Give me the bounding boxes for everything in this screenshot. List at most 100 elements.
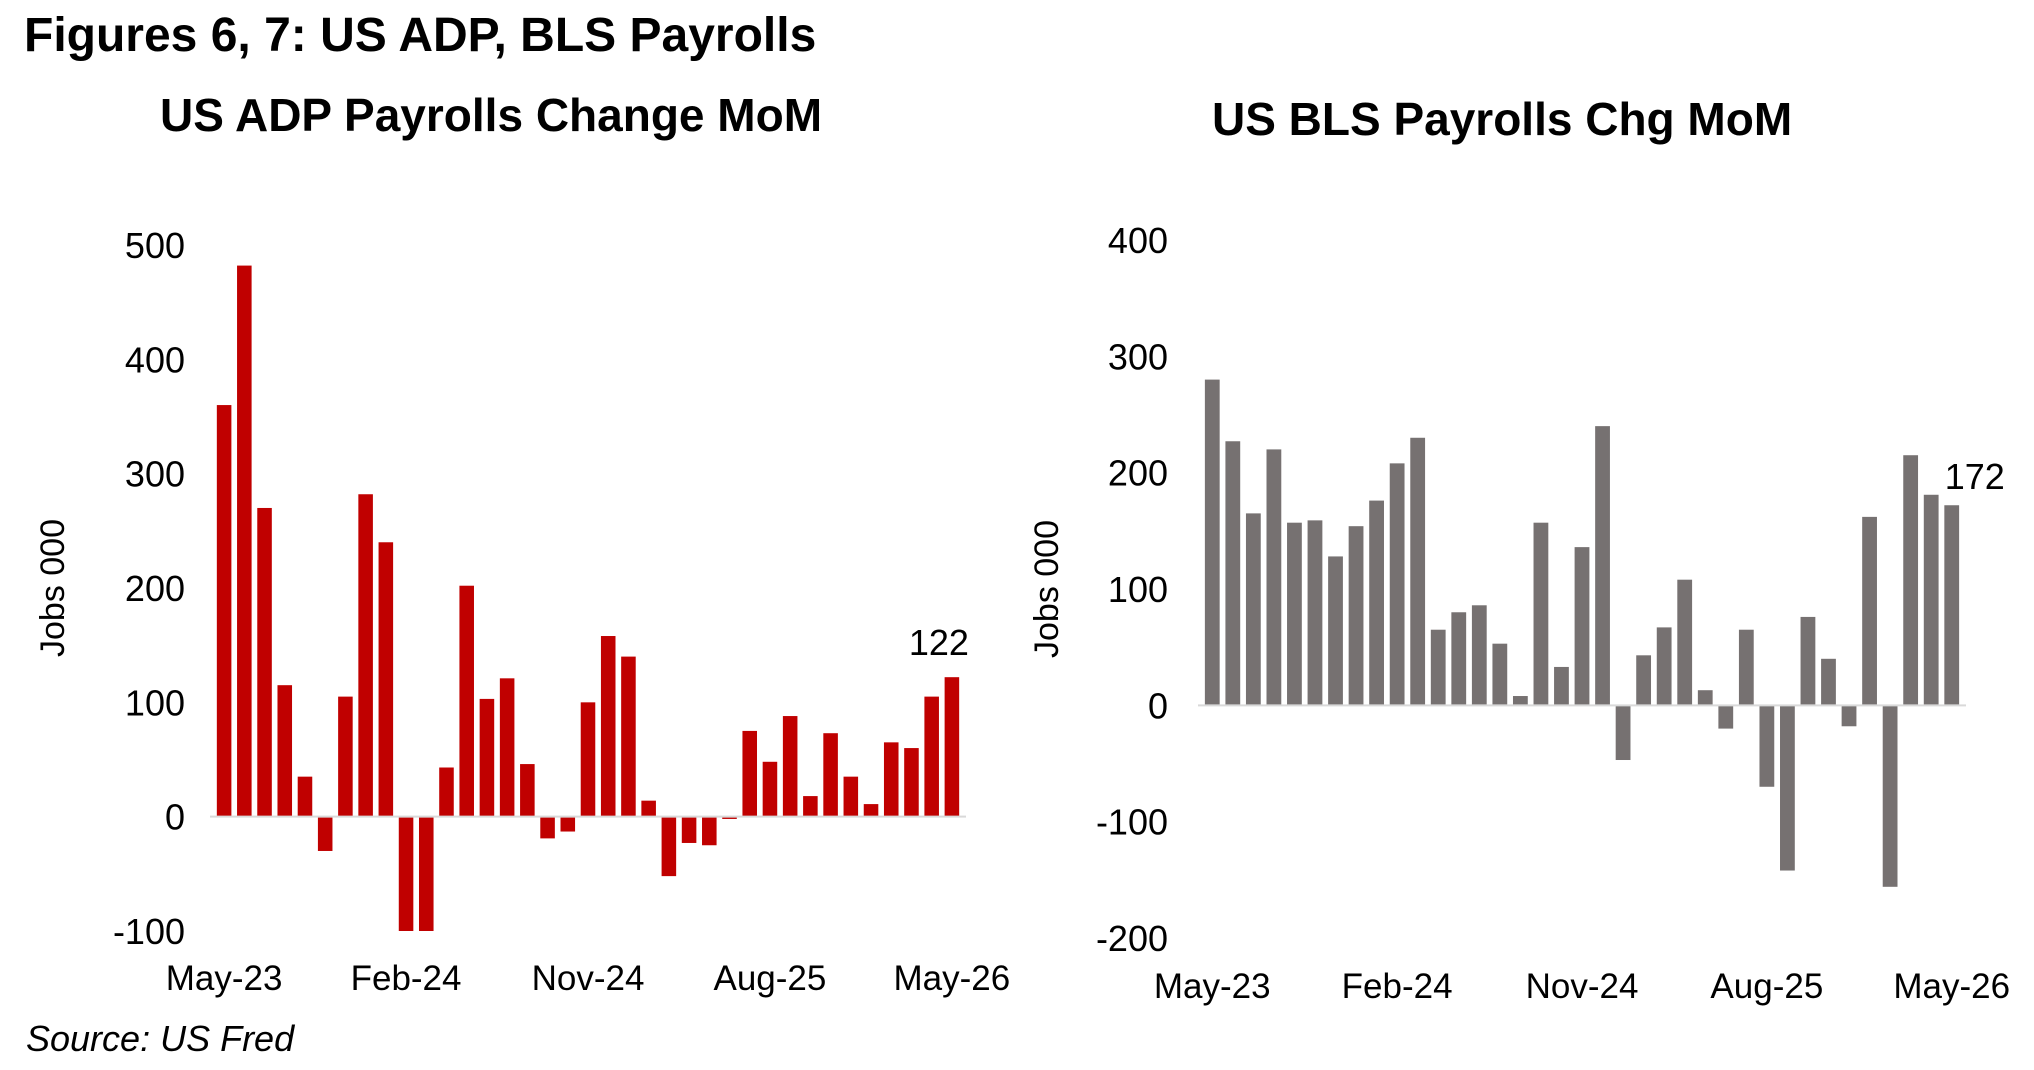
bls-bar: [1287, 522, 1302, 706]
adp-ytick-label: 400: [125, 339, 185, 380]
adp-bar: [641, 800, 656, 817]
adp-chart-title: US ADP Payrolls Change MoM: [160, 89, 823, 141]
bls-bar: [1923, 494, 1939, 706]
bls-bar: [1862, 516, 1877, 706]
bls-data-label: 172: [1945, 456, 2005, 497]
adp-bar: [499, 678, 515, 817]
bls-bar: [1615, 705, 1631, 761]
adp-bar: [661, 816, 677, 877]
bls-bar: [1389, 463, 1405, 706]
bls-bar: [1554, 666, 1569, 706]
adp-ytick-label: 100: [125, 682, 185, 723]
adp-y-axis-title: Jobs 000: [34, 519, 72, 657]
adp-bar: [277, 685, 293, 817]
adp-bar: [782, 716, 798, 817]
adp-bar: [459, 585, 474, 817]
adp-bar: [803, 796, 818, 817]
bls-bar: [1656, 627, 1672, 706]
bls-xtick-label: Aug-25: [1710, 967, 1823, 1006]
adp-bar: [520, 764, 535, 817]
bls-bar: [1245, 513, 1261, 706]
bls-bar: [1451, 612, 1467, 706]
adp-bar: [924, 696, 939, 817]
bls-bar: [1266, 449, 1282, 706]
adp-bar: [762, 761, 778, 817]
adp-payrolls-chart: 500 400 300 200 100 0 -100 Jobs 000 May-23 Feb-24…: [34, 225, 1010, 998]
adp-bar: [702, 816, 717, 846]
bls-bar: [1307, 520, 1323, 706]
adp-bar: [216, 405, 232, 817]
adp-bar: [580, 702, 596, 817]
adp-bar: [237, 265, 252, 817]
adp-bar: [883, 742, 899, 817]
adp-xtick-label: Aug-25: [714, 959, 827, 998]
adp-bar: [621, 656, 636, 817]
bls-ytick-label: 0: [1148, 685, 1168, 726]
bls-bar: [1410, 437, 1426, 706]
bls-bar: [1574, 547, 1590, 706]
bls-ytick-label: 100: [1108, 569, 1168, 610]
adp-bar: [257, 507, 272, 817]
adp-bar: [540, 816, 555, 839]
bls-bar: [1821, 658, 1836, 706]
adp-bar: [863, 804, 879, 817]
bls-chart-title: US BLS Payrolls Chg MoM: [1212, 93, 1793, 145]
bls-bar: [1882, 705, 1898, 887]
bls-bar: [1738, 629, 1754, 706]
adp-bar: [560, 816, 576, 832]
adp-bar: [722, 816, 737, 819]
bls-bar: [1533, 522, 1549, 706]
adp-bar: [823, 733, 838, 817]
bls-ytick-label: -100: [1096, 802, 1168, 843]
bls-bar: [1759, 705, 1775, 787]
adp-bar: [904, 748, 919, 817]
bls-xtick-label: May-26: [1893, 967, 2010, 1006]
adp-bar: [297, 776, 313, 817]
adp-bar: [944, 677, 960, 817]
adp-bar: [317, 816, 333, 851]
adp-data-label: 122: [909, 622, 969, 663]
adp-bar: [600, 636, 616, 817]
bls-bar: [1677, 579, 1693, 706]
adp-ytick-label: 300: [125, 454, 185, 495]
bls-bar: [1841, 705, 1857, 727]
adp-bar: [681, 816, 697, 843]
bls-bar: [1512, 696, 1528, 706]
adp-ytick-label: -100: [113, 911, 185, 952]
bls-xtick-label: May-23: [1154, 967, 1271, 1006]
adp-bar: [398, 816, 414, 931]
adp-ytick-label: 0: [165, 797, 185, 838]
bls-bar: [1718, 705, 1734, 729]
bls-xtick-label: Feb-24: [1342, 967, 1453, 1006]
bls-bar: [1944, 505, 1960, 706]
bls-bar: [1595, 426, 1610, 706]
bls-bar: [1471, 605, 1487, 706]
adp-ytick-label: 500: [125, 225, 185, 266]
bls-ytick-label: 300: [1108, 336, 1168, 377]
adp-bar: [439, 767, 454, 817]
bls-ytick-label: -200: [1096, 918, 1168, 959]
bls-xtick-label: Nov-24: [1526, 967, 1639, 1006]
adp-bar: [378, 542, 394, 817]
adp-xtick-label: Feb-24: [351, 959, 462, 998]
bls-bar: [1492, 643, 1508, 706]
bls-bar: [1225, 441, 1241, 706]
bls-bar: [1348, 526, 1364, 706]
bls-payrolls-chart: 400 300 200 100 0 -100 -200 Jobs 000 May-23 Feb-2…: [1028, 220, 2010, 1006]
figure-title: Figures 6, 7: US ADP, BLS Payrolls: [24, 9, 817, 62]
bls-bar: [1204, 379, 1220, 706]
adp-bar: [338, 696, 353, 817]
adp-xtick-label: Nov-24: [532, 959, 645, 998]
adp-bar: [843, 776, 859, 817]
adp-bar: [358, 494, 373, 817]
bls-ytick-label: 400: [1108, 220, 1168, 261]
bls-y-axis-title: Jobs 000: [1028, 520, 1066, 658]
bls-ytick-label: 200: [1108, 453, 1168, 494]
adp-ytick-label: 200: [125, 568, 185, 609]
adp-bar: [418, 816, 434, 931]
bls-bar: [1636, 655, 1652, 706]
adp-xtick-label: May-23: [166, 959, 283, 998]
bls-bar: [1800, 616, 1816, 706]
adp-bar: [479, 698, 495, 817]
bls-bar: [1369, 500, 1384, 706]
